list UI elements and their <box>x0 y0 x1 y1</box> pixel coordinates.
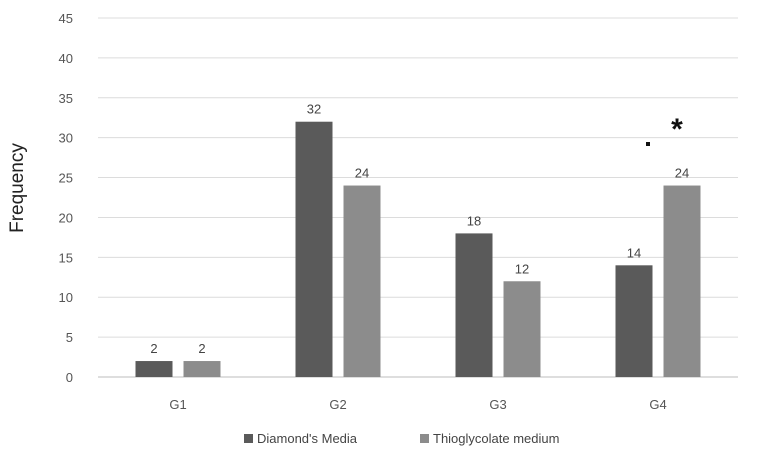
y-tick-label: 35 <box>59 91 73 106</box>
y-axis-title: Frequency <box>7 143 28 233</box>
x-category-label: G4 <box>649 397 666 412</box>
y-tick-label: 10 <box>59 290 73 305</box>
bar <box>343 185 381 377</box>
bar <box>135 361 173 377</box>
bar <box>663 185 701 377</box>
y-tick-label: 20 <box>59 210 73 225</box>
bars <box>135 121 701 377</box>
annotation-dot <box>646 142 650 146</box>
y-tick-label: 40 <box>59 51 73 66</box>
legend: Diamond's Media Thioglycolate medium <box>244 431 559 446</box>
legend-swatch <box>420 434 429 443</box>
gridlines <box>98 17 738 378</box>
data-labels: 2 2 32 24 18 12 14 24 <box>150 102 689 356</box>
bar <box>503 281 541 377</box>
y-tick-label: 0 <box>66 370 73 385</box>
y-tick-label: 45 <box>59 11 73 26</box>
data-label: 2 <box>198 341 205 356</box>
data-label: 32 <box>307 102 321 117</box>
data-label: 24 <box>675 166 689 181</box>
y-tick-label: 30 <box>59 131 73 146</box>
data-label: 2 <box>150 341 157 356</box>
y-tick-label: 15 <box>59 250 73 265</box>
y-tick-label: 5 <box>66 330 73 345</box>
data-label: 24 <box>355 166 369 181</box>
x-axis-categories: G1 G2 G3 G4 <box>169 397 666 412</box>
x-category-label: G3 <box>489 397 506 412</box>
data-label: 12 <box>515 261 529 276</box>
y-tick-label: 25 <box>59 171 73 186</box>
x-category-label: G2 <box>329 397 346 412</box>
bar <box>183 361 221 377</box>
legend-label: Diamond's Media <box>257 431 358 446</box>
data-label: 14 <box>627 245 641 260</box>
x-category-label: G1 <box>169 397 186 412</box>
bar <box>455 233 493 377</box>
bar <box>615 265 653 377</box>
data-label: 18 <box>467 213 481 228</box>
bar <box>295 121 333 377</box>
legend-label: Thioglycolate medium <box>433 431 559 446</box>
y-axis-ticks: 0 5 10 15 20 25 30 35 40 45 <box>59 11 73 385</box>
legend-swatch <box>244 434 253 443</box>
significance-annotation: * <box>671 113 683 146</box>
